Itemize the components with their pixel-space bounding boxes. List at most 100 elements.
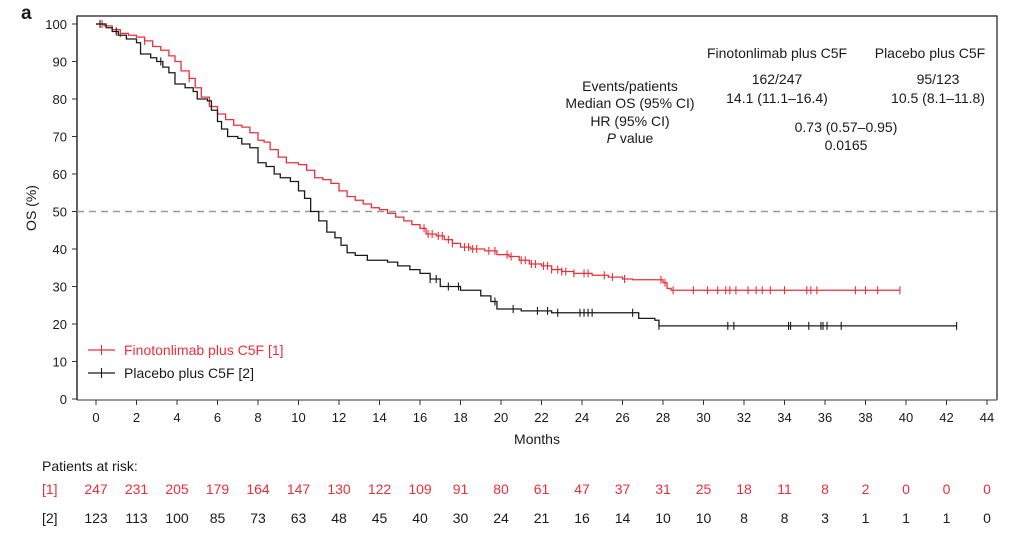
column-header: Placebo plus C5F — [875, 45, 986, 61]
at-risk-value: 147 — [287, 481, 311, 497]
at-risk-value: 1 — [862, 510, 870, 526]
at-risk-row-label: [2] — [42, 510, 58, 526]
at-risk-value: 164 — [246, 481, 270, 497]
x-axis-title: Months — [514, 431, 560, 447]
survival-curves — [96, 20, 958, 330]
at-risk-value: 109 — [408, 481, 432, 497]
at-risk-value: 123 — [84, 510, 108, 526]
at-risk-value: 1 — [943, 510, 951, 526]
y-tick-label: 10 — [53, 355, 67, 370]
y-tick-label: 100 — [45, 17, 67, 32]
x-tick-label: 34 — [777, 410, 791, 425]
at-risk-value: 205 — [165, 481, 189, 497]
at-risk-value: 40 — [412, 510, 428, 526]
median-os-value: 14.1 (11.1–16.4) — [726, 90, 828, 106]
at-risk-value: 8 — [821, 481, 829, 497]
at-risk-value: 31 — [655, 481, 671, 497]
at-risk-value: 247 — [84, 481, 108, 497]
at-risk-value: 2 — [862, 481, 870, 497]
row-label: Median OS (95% CI) — [565, 95, 694, 111]
at-risk-value: 48 — [331, 510, 347, 526]
at-risk-value: 0 — [983, 481, 991, 497]
legend: Finotonlimab plus C5F [1] Placebo plus C5… — [88, 342, 284, 381]
at-risk-value: 80 — [493, 481, 509, 497]
at-risk-value: 11 — [777, 481, 792, 497]
events-value: 162/247 — [752, 71, 803, 87]
x-tick-label: 0 — [92, 410, 99, 425]
x-tick-label: 26 — [615, 410, 629, 425]
at-risk-value: 3 — [821, 510, 829, 526]
x-tick-label: 36 — [818, 410, 832, 425]
x-tick-label: 16 — [413, 410, 427, 425]
at-risk-value: 0 — [902, 481, 910, 497]
y-axis-title: OS (%) — [23, 185, 39, 231]
at-risk-value: 21 — [534, 510, 550, 526]
y-axis: 0 10 20 30 40 50 60 70 80 90 100 OS (%) — [23, 17, 77, 407]
row-label: P value — [607, 130, 654, 146]
legend-label: Placebo plus C5F [2] — [124, 365, 254, 381]
at-risk-title: Patients at risk: — [42, 458, 138, 474]
at-risk-value: 63 — [291, 510, 307, 526]
x-tick-label: 6 — [214, 410, 221, 425]
row-label: Events/patients — [582, 78, 678, 94]
at-risk-table: Patients at risk:[1] 247 231 205 179 164 147 13… — [42, 458, 991, 526]
at-risk-value: 8 — [740, 510, 748, 526]
x-tick-label: 18 — [453, 410, 467, 425]
y-tick-label: 90 — [53, 55, 67, 70]
at-risk-value: 0 — [943, 481, 951, 497]
y-tick-label: 40 — [53, 242, 67, 257]
x-tick-label: 38 — [858, 410, 872, 425]
x-tick-label: 12 — [332, 410, 346, 425]
at-risk-value: 179 — [206, 481, 230, 497]
at-risk-value: 85 — [210, 510, 226, 526]
at-risk-value: 122 — [368, 481, 392, 497]
at-risk-value: 37 — [615, 481, 631, 497]
at-risk-value: 73 — [250, 510, 266, 526]
x-tick-label: 44 — [980, 410, 994, 425]
x-tick-label: 2 — [133, 410, 140, 425]
x-tick-label: 8 — [254, 410, 261, 425]
at-risk-value: 91 — [453, 481, 469, 497]
x-tick-label: 30 — [696, 410, 710, 425]
at-risk-value: 8 — [781, 510, 789, 526]
x-axis: 0 2 4 6 8 10 12 14 16 18 20 22 24 26 28 30 32 34 36 38 40 42 4… — [92, 400, 994, 447]
y-tick-label: 0 — [60, 392, 67, 407]
median-os-value: 10.5 (8.1–11.8) — [891, 90, 985, 106]
legend-item: Finotonlimab plus C5F [1] — [88, 342, 284, 358]
row-label: HR (95% CI) — [590, 113, 669, 129]
at-risk-value: 100 — [165, 510, 189, 526]
at-risk-value: 130 — [327, 481, 351, 497]
annotation-table: Finotonlimab plus C5F Placebo plus C5F Eve… — [565, 45, 985, 153]
hr-value: 0.73 (0.57–0.95) — [795, 119, 898, 135]
y-tick-label: 70 — [53, 130, 67, 145]
at-risk-value: 45 — [372, 510, 388, 526]
at-risk-value: 10 — [696, 510, 712, 526]
x-tick-label: 24 — [575, 410, 589, 425]
at-risk-value: 10 — [655, 510, 671, 526]
x-tick-label: 10 — [291, 410, 305, 425]
y-tick-label: 30 — [53, 280, 67, 295]
series-2 — [96, 20, 958, 330]
at-risk-value: 16 — [574, 510, 590, 526]
at-risk-value: 231 — [125, 481, 149, 497]
survival-line — [96, 23, 957, 327]
at-risk-value: 61 — [534, 481, 550, 497]
y-tick-label: 60 — [53, 167, 67, 182]
at-risk-row-label: [1] — [42, 481, 58, 497]
at-risk-value: 18 — [736, 481, 752, 497]
y-tick-label: 20 — [53, 317, 67, 332]
p-value: 0.0165 — [825, 137, 868, 153]
at-risk-value: 25 — [696, 481, 712, 497]
x-tick-label: 14 — [372, 410, 386, 425]
x-tick-label: 4 — [173, 410, 180, 425]
panel-label: a — [21, 3, 32, 24]
survival-line — [96, 23, 900, 291]
at-risk-value: 14 — [615, 510, 631, 526]
y-tick-label: 50 — [53, 205, 67, 220]
at-risk-value: 30 — [453, 510, 469, 526]
legend-item: Placebo plus C5F [2] — [88, 365, 254, 381]
at-risk-value: 0 — [983, 510, 991, 526]
x-tick-label: 22 — [534, 410, 548, 425]
events-value: 95/123 — [917, 71, 960, 87]
